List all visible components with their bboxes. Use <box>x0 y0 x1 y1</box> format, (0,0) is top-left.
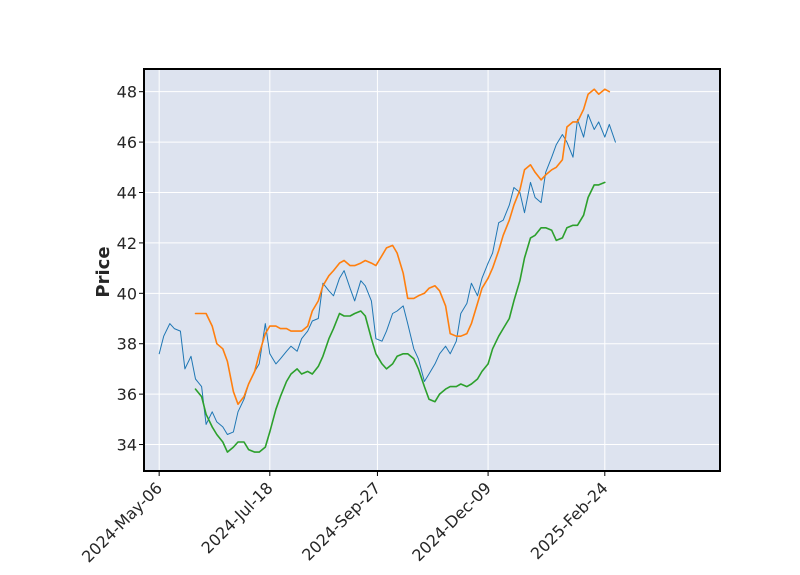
y-tick-label: 46 <box>117 133 137 152</box>
y-axis-title: Price <box>93 246 114 297</box>
lower-band-line <box>194 181 606 453</box>
x-tick-label: 2024-Dec-09 <box>408 478 495 565</box>
grid-lines <box>144 69 720 471</box>
y-tick-label: 40 <box>117 284 137 303</box>
y-tick-label: 36 <box>117 385 137 404</box>
y-tick-label: 44 <box>117 183 137 202</box>
plot-background <box>144 69 720 471</box>
upper-band-line <box>194 88 611 406</box>
x-tick-label: 2024-May-06 <box>78 478 166 566</box>
y-tick-label: 42 <box>117 234 137 253</box>
y-tick-label: 48 <box>117 83 137 102</box>
x-tick-label: 2024-Jul-18 <box>198 478 277 557</box>
y-axis-ticks: 34 36 38 40 42 44 46 48 <box>117 83 144 455</box>
y-tick-label: 34 <box>117 436 137 455</box>
series-lines <box>158 88 616 453</box>
plot-frame <box>143 68 721 472</box>
x-tick-label: 2025-Feb-24 <box>527 478 612 563</box>
close-price-line <box>158 113 616 435</box>
x-tick-label: 2024-Sep-27 <box>298 478 384 564</box>
x-axis-ticks: 2024-May-06 2024-Jul-18 2024-Sep-27 2024-De… <box>78 471 612 566</box>
y-tick-label: 38 <box>117 335 137 354</box>
